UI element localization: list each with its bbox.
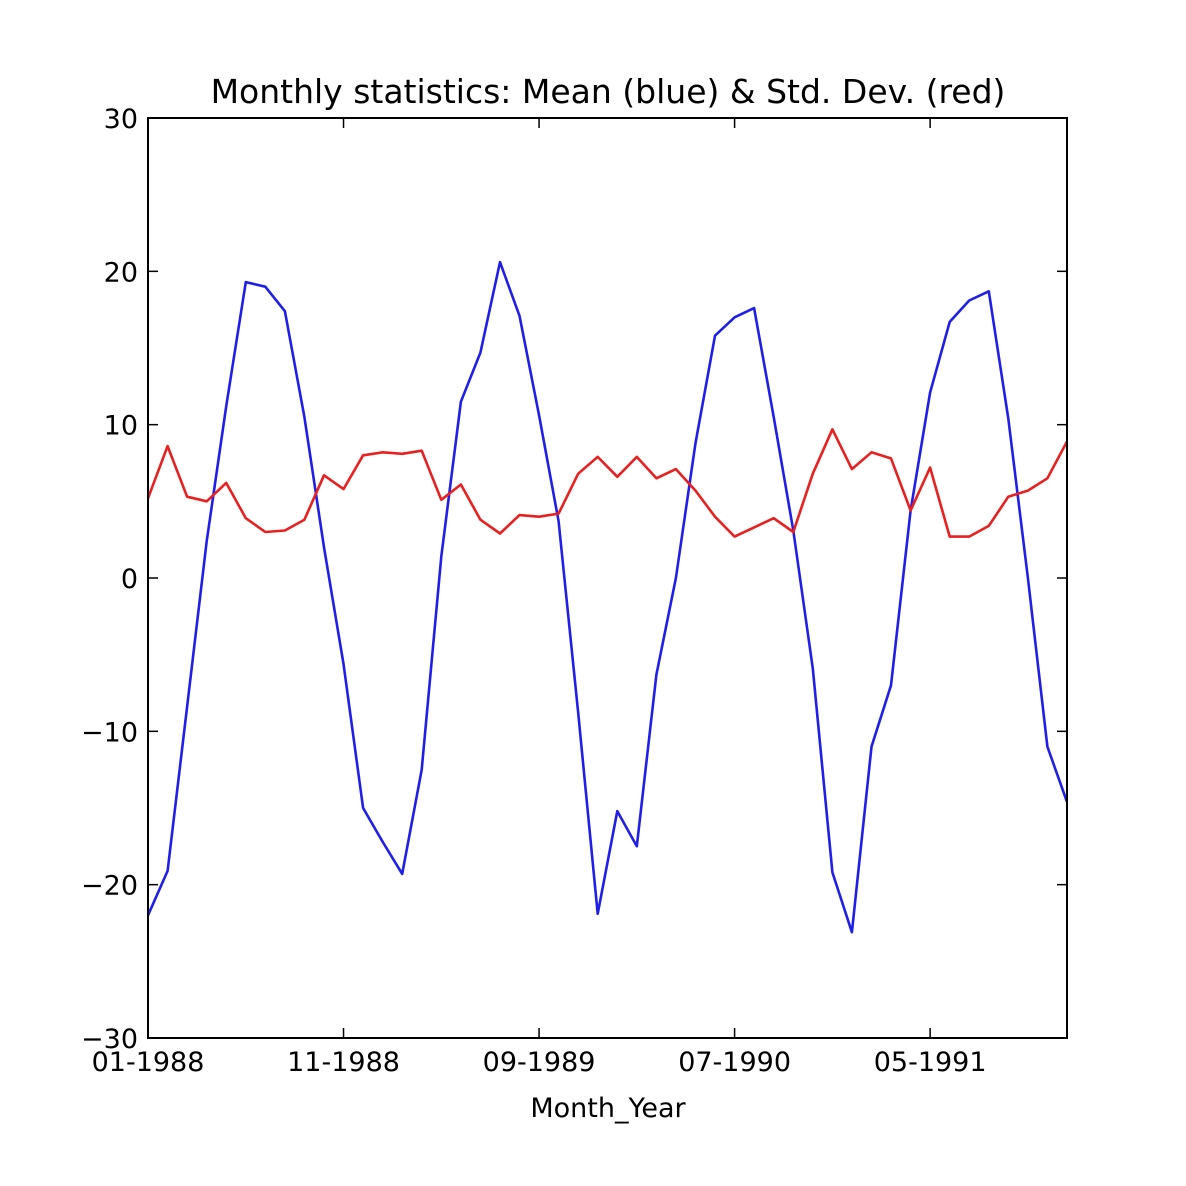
y-tick-label: 10 — [104, 411, 138, 442]
y-tick-label: 0 — [121, 564, 138, 595]
x-tick-label: 11-1988 — [287, 1047, 400, 1078]
y-tick-label: −30 — [81, 1024, 138, 1055]
y-tick-label: 30 — [104, 104, 138, 135]
x-axis-label: Month_Year — [530, 1093, 686, 1124]
x-tick-label: 01-1988 — [92, 1047, 205, 1078]
series-line-1 — [146, 260, 1069, 934]
x-tick-label: 09-1989 — [483, 1047, 596, 1078]
y-tick-label: −20 — [81, 871, 138, 902]
x-tick-label: 05-1991 — [874, 1047, 987, 1078]
x-axis: 01-1988 11-1988 09-1989 07-1990 05-1991 — [92, 118, 987, 1078]
chart-title: Monthly statistics: Mean (blue) & Std. D… — [211, 72, 1006, 111]
y-axis: 30 20 10 0 −10 −20 −30 — [81, 104, 1067, 1055]
plot-area-frame — [147, 117, 1068, 1039]
x-tick-label: 07-1990 — [678, 1047, 791, 1078]
series-line-2 — [146, 427, 1069, 538]
y-tick-label: −10 — [81, 717, 138, 748]
y-tick-label: 20 — [104, 257, 138, 288]
series-layer — [146, 260, 1069, 934]
